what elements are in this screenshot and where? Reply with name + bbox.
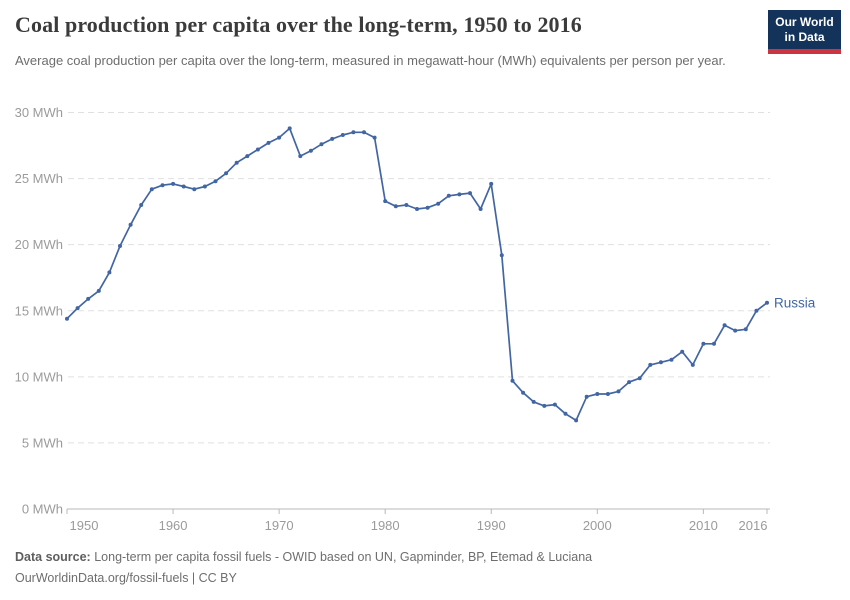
owid-logo-line1: Our World: [775, 14, 834, 29]
data-point[interactable]: [298, 154, 303, 159]
data-point[interactable]: [468, 191, 472, 196]
data-point[interactable]: [489, 181, 494, 186]
data-point[interactable]: [605, 392, 610, 396]
data-point[interactable]: [552, 402, 557, 407]
y-tick-label: 25 MWh: [15, 171, 63, 186]
data-point[interactable]: [531, 399, 536, 404]
data-point[interactable]: [733, 328, 738, 333]
data-point[interactable]: [255, 147, 260, 152]
data-point[interactable]: [277, 135, 282, 140]
data-point[interactable]: [75, 306, 80, 311]
data-point[interactable]: [192, 187, 197, 192]
data-point[interactable]: [765, 300, 769, 305]
x-tick-label: 2000: [583, 518, 612, 533]
chart-subtitle: Average coal production per capita over …: [15, 53, 726, 68]
data-point[interactable]: [160, 183, 165, 188]
x-tick-label: 1980: [371, 518, 400, 533]
chart-footer: Data source: Long-term per capita fossil…: [15, 547, 815, 588]
data-point[interactable]: [149, 187, 154, 192]
x-tick-label: 1970: [265, 518, 294, 533]
data-point[interactable]: [690, 362, 695, 367]
data-point[interactable]: [542, 403, 547, 408]
y-tick-label: 20 MWh: [15, 237, 63, 252]
data-point[interactable]: [330, 136, 335, 141]
data-point[interactable]: [372, 135, 377, 140]
data-point[interactable]: [754, 308, 759, 313]
data-point[interactable]: [436, 201, 441, 206]
data-point[interactable]: [287, 126, 292, 131]
data-point[interactable]: [415, 207, 419, 211]
data-point[interactable]: [425, 205, 430, 210]
data-point[interactable]: [648, 362, 653, 367]
data-point[interactable]: [722, 323, 727, 328]
data-point[interactable]: [224, 171, 229, 176]
y-tick-label: 15 MWh: [15, 303, 63, 318]
data-point[interactable]: [234, 160, 239, 165]
data-point[interactable]: [637, 376, 642, 381]
data-point[interactable]: [616, 389, 621, 394]
data-point[interactable]: [510, 378, 515, 383]
data-point[interactable]: [319, 142, 324, 147]
data-point[interactable]: [266, 140, 271, 145]
data-point[interactable]: [171, 181, 176, 186]
data-point[interactable]: [446, 193, 451, 198]
data-point[interactable]: [118, 244, 122, 248]
owid-logo-line2: in Data: [784, 29, 825, 44]
data-point[interactable]: [86, 296, 91, 301]
data-point[interactable]: [595, 392, 600, 396]
data-point[interactable]: [340, 133, 345, 137]
data-point[interactable]: [680, 349, 685, 354]
data-point[interactable]: [383, 199, 388, 204]
data-point[interactable]: [743, 327, 748, 332]
x-tick-label: 2010: [689, 518, 718, 533]
data-point[interactable]: [457, 192, 462, 197]
data-point[interactable]: [393, 204, 398, 209]
data-point[interactable]: [658, 360, 663, 365]
y-tick-label: 10 MWh: [15, 369, 63, 384]
y-tick-label: 5 MWh: [22, 435, 63, 450]
y-tick-label: 30 MWh: [15, 105, 63, 120]
data-point[interactable]: [521, 390, 526, 395]
data-point[interactable]: [563, 411, 568, 416]
x-tick-label: 1950: [70, 518, 99, 533]
data-point[interactable]: [499, 253, 504, 258]
data-point[interactable]: [181, 184, 186, 189]
footer-link[interactable]: OurWorldinData.org/fossil-fuels | CC BY: [15, 570, 237, 585]
data-point[interactable]: [202, 184, 207, 189]
y-tick-label: 0 MWh: [22, 502, 63, 517]
data-point[interactable]: [574, 418, 579, 423]
data-point[interactable]: [404, 203, 409, 207]
data-point[interactable]: [712, 341, 716, 346]
data-point[interactable]: [96, 288, 101, 293]
data-point[interactable]: [107, 270, 112, 275]
x-tick-label: 1960: [159, 518, 188, 533]
data-point[interactable]: [308, 148, 313, 153]
data-point[interactable]: [478, 207, 483, 211]
data-point[interactable]: [351, 130, 356, 135]
data-point[interactable]: [627, 380, 632, 385]
series-label-russia[interactable]: Russia: [774, 295, 816, 310]
owid-logo[interactable]: Our World in Data: [768, 10, 841, 54]
data-source-text: Long-term per capita fossil fuels - OWID…: [90, 550, 593, 564]
data-source-line: Data source: Long-term per capita fossil…: [15, 547, 815, 568]
x-tick-label: 1990: [477, 518, 506, 533]
data-point[interactable]: [362, 130, 366, 135]
x-tick-label: 2016: [739, 518, 768, 533]
chart-title: Coal production per capita over the long…: [15, 12, 582, 37]
data-point[interactable]: [128, 222, 133, 227]
data-point[interactable]: [139, 203, 144, 207]
data-point[interactable]: [245, 154, 250, 159]
data-point[interactable]: [701, 341, 706, 346]
data-point[interactable]: [213, 179, 218, 184]
data-point[interactable]: [584, 394, 589, 399]
data-source-label: Data source:: [15, 550, 91, 564]
data-point[interactable]: [669, 357, 674, 362]
data-point[interactable]: [65, 316, 69, 321]
